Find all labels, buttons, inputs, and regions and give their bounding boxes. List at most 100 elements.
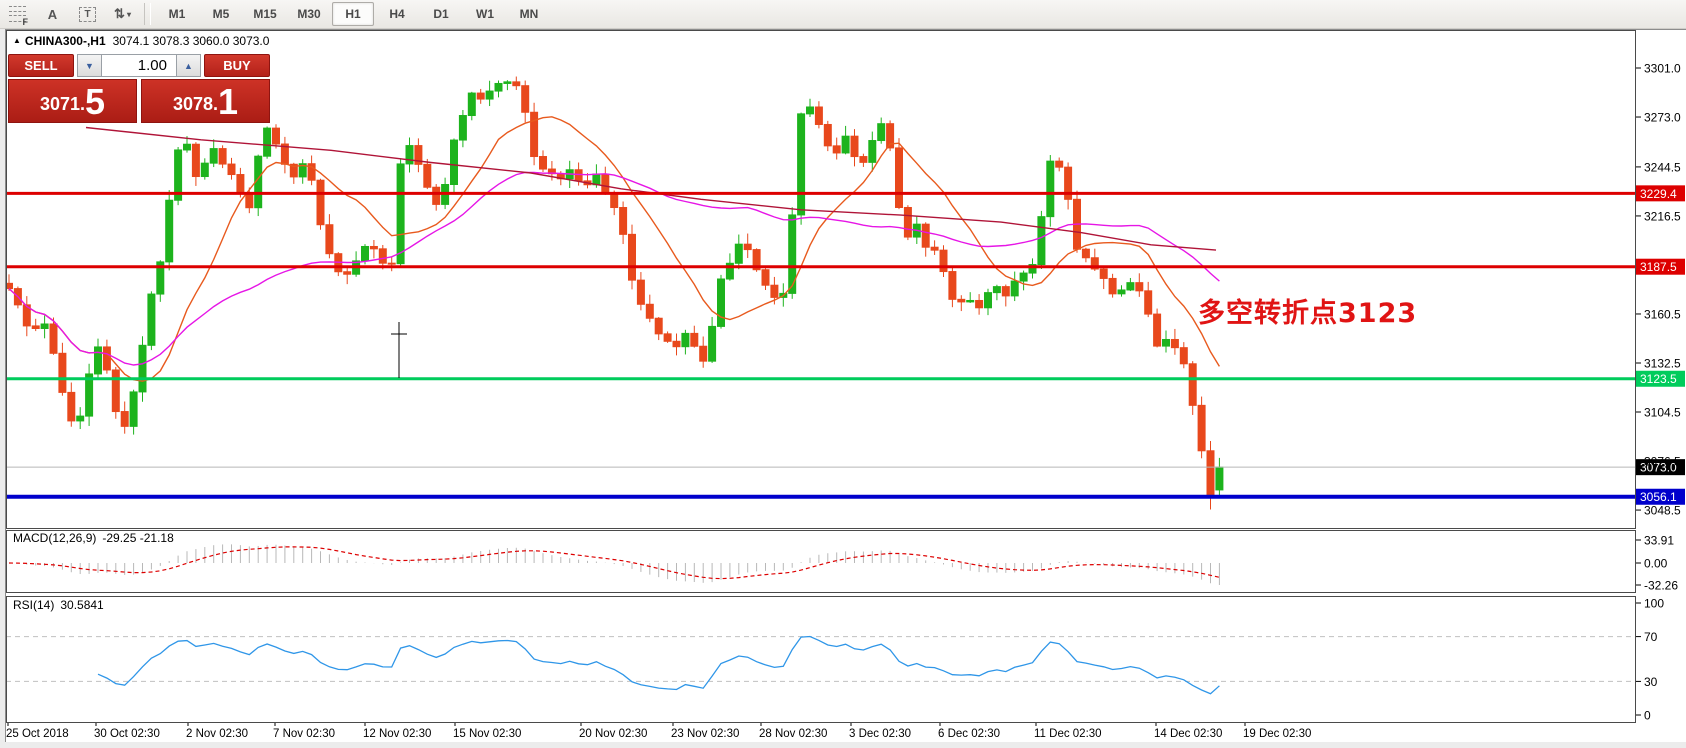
ask-price-sep: . [213, 94, 219, 114]
rsi-value: 30.5841 [60, 598, 104, 612]
candle [22, 304, 31, 327]
candle [1010, 280, 1019, 297]
candle [619, 207, 628, 235]
candle [111, 369, 120, 413]
timeframe-button-m5[interactable]: M5 [212, 7, 230, 21]
time-label: 6 Dec 02:30 [938, 728, 1000, 740]
cursor-layer [391, 322, 407, 378]
volume-input[interactable]: 1.00 [102, 54, 176, 77]
candle [645, 303, 654, 319]
candle [1153, 313, 1162, 347]
candle [1188, 363, 1197, 406]
candle [503, 81, 512, 84]
candle [1179, 347, 1188, 365]
candle [1028, 264, 1037, 274]
timeframe-button-m30[interactable]: M30 [297, 7, 321, 21]
candle [387, 262, 396, 265]
candle [814, 106, 823, 125]
candle [129, 391, 138, 427]
buy-button[interactable]: BUY [204, 54, 270, 77]
candle [378, 248, 387, 264]
timeframe-button-h1[interactable]: H1 [332, 2, 374, 26]
candle [743, 243, 752, 251]
timeframe-button-m15[interactable]: M15 [253, 7, 277, 21]
rsi-axis-30: 30 [1644, 675, 1658, 689]
sell-button[interactable]: SELL [8, 54, 74, 77]
candle [156, 261, 165, 295]
candle [1170, 338, 1179, 349]
timeframe-button-d1[interactable]: D1 [433, 7, 449, 21]
candle [227, 163, 236, 176]
timeframe-button-w1[interactable]: W1 [476, 7, 494, 21]
candle [1206, 450, 1215, 498]
timeframe-button-mn[interactable]: MN [519, 7, 539, 21]
bid-price-box[interactable]: 3071. 5 [8, 79, 137, 123]
candle [770, 284, 779, 298]
level-label-bg [1636, 258, 1685, 275]
timeframe-button-m1[interactable]: M1 [168, 7, 186, 21]
candle [316, 179, 325, 226]
macd-signal-line [8, 546, 1220, 580]
candle [859, 156, 868, 163]
candle [325, 224, 334, 255]
ma-medium-line [8, 171, 1220, 366]
candle [1197, 404, 1206, 452]
candle [49, 323, 58, 354]
collapse-arrow-icon[interactable]: ▲ [13, 36, 21, 45]
candle [868, 140, 877, 163]
time-label: 14 Dec 02:30 [1154, 728, 1222, 740]
time-label: 11 Dec 02:30 [1034, 728, 1102, 740]
candle [948, 271, 957, 300]
time-label: 7 Nov 02:30 [273, 728, 335, 740]
volume-decrease-button[interactable]: ▼ [77, 54, 102, 77]
macd-axis-0.00: 0.00 [1644, 557, 1668, 571]
ask-price-pips: 1 [218, 81, 239, 122]
candle [601, 173, 610, 194]
candle [708, 325, 717, 362]
candle [725, 262, 734, 280]
macd-values: -29.25 -21.18 [102, 531, 174, 545]
price-tick-3273.0: 3273.0 [1644, 111, 1681, 125]
ask-price-box[interactable]: 3078. 1 [141, 79, 270, 123]
shapes-arrows-icon[interactable]: ⇅ ▾ [114, 6, 131, 21]
candle [76, 415, 85, 422]
candle [921, 223, 930, 248]
fibonacci-tool-icon[interactable]: F [1, 1, 34, 27]
chart-canvas[interactable]: 3229.4 3187.5 3123.5 3073.0 3056.1 3301.0 3273… [6, 30, 1685, 741]
candle [690, 332, 699, 347]
candle [654, 317, 663, 335]
ohlc-values: 3074.1 3078.3 3060.0 3073.0 [112, 34, 270, 48]
candle [717, 278, 725, 327]
candle [307, 163, 316, 181]
candle [823, 123, 832, 147]
chart-title: ▲ CHINA300-,H1 3074.1 3078.3 3060.0 3073.0 [13, 34, 269, 48]
level-label-bg [1636, 459, 1685, 476]
candle [200, 162, 209, 178]
rsi-axis-100: 100 [1644, 597, 1664, 611]
bid-price-sep: . [80, 94, 86, 114]
candle [636, 279, 645, 305]
drawing-tools-group: F A T ⇅ ▾ [0, 0, 140, 28]
candle [298, 163, 307, 178]
candle [895, 147, 903, 208]
candle [761, 269, 770, 286]
level-label-bg [1636, 370, 1685, 387]
text-box-icon[interactable]: T [71, 1, 104, 27]
volume-increase-button[interactable]: ▲ [176, 54, 201, 77]
level-label-3229.4: 3229.4 [1640, 187, 1677, 201]
time-axis-layer: 25 Oct 2018 30 Oct 02:30 2 Nov 02:30 7 Nov … [6, 722, 1311, 740]
price-tick-3076.5: 3076.5 [1644, 455, 1681, 469]
candle [414, 145, 423, 165]
text-label-icon[interactable]: A [47, 6, 58, 22]
candle [672, 340, 681, 348]
candle [592, 173, 601, 186]
candles-layer [6, 76, 1224, 510]
rsi-axis-70: 70 [1644, 630, 1658, 644]
candle [245, 192, 254, 209]
candle [681, 332, 690, 348]
level-label-bg [1636, 488, 1685, 505]
rsi-axis-0: 0 [1644, 709, 1651, 723]
timeframe-button-h4[interactable]: H4 [389, 7, 405, 21]
macd-indicator-label: MACD(12,26,9) -29.25 -21.18 [13, 531, 174, 545]
level-label-3073.0: 3073.0 [1640, 461, 1677, 475]
